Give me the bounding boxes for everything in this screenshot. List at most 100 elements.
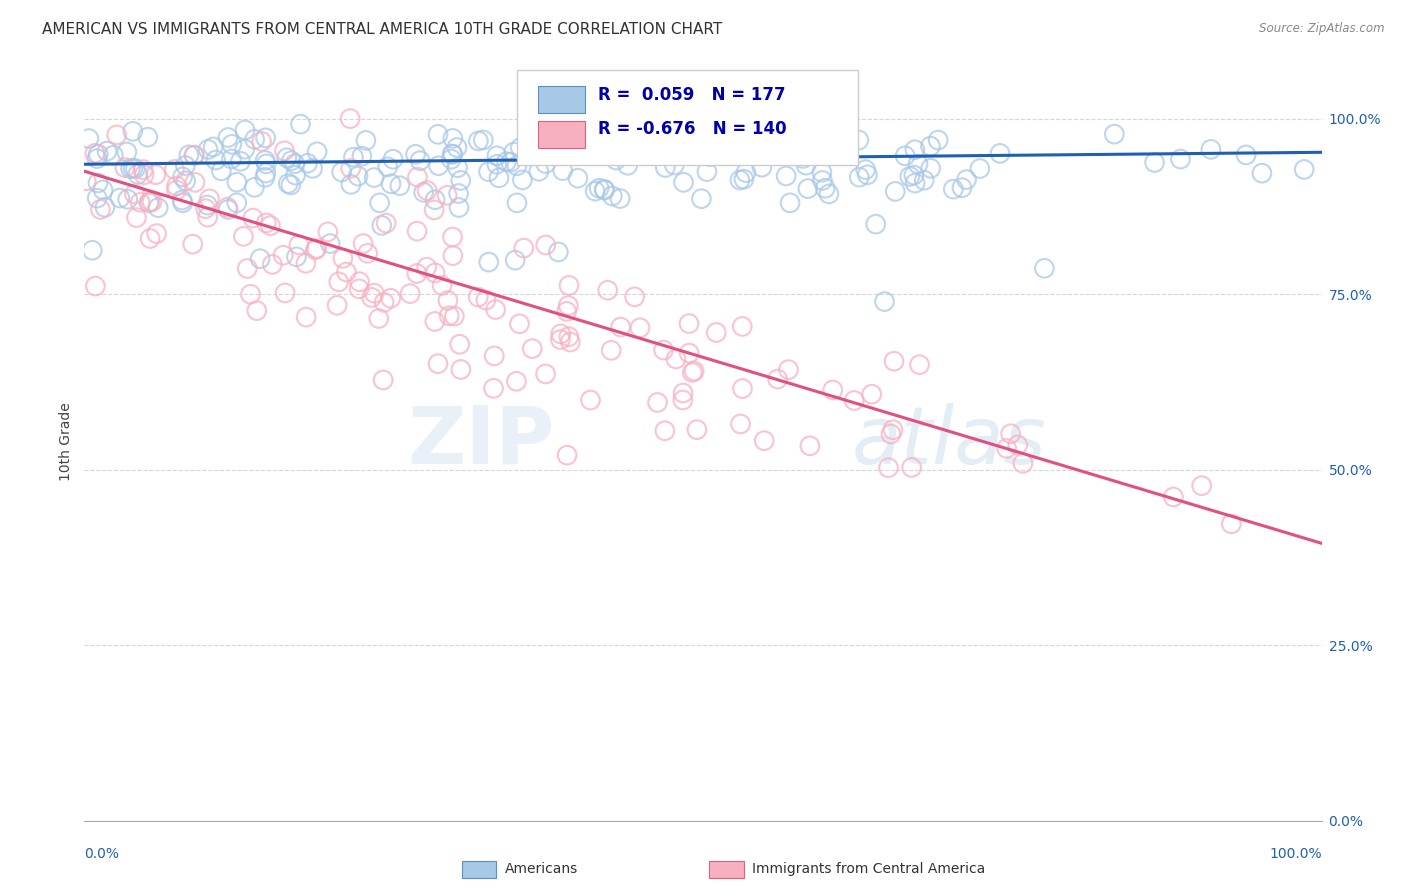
Point: [647, 395, 669, 409]
Point: [139, 231, 162, 245]
Point: [441, 147, 464, 161]
Point: [184, 175, 207, 189]
Point: [550, 326, 572, 341]
Point: [495, 154, 517, 169]
Point: [550, 333, 572, 347]
Point: [120, 161, 142, 176]
Point: [436, 188, 458, 202]
Point: [609, 320, 631, 334]
Point: [172, 195, 194, 210]
Point: [217, 202, 239, 217]
Point: [87, 147, 110, 161]
Point: [1000, 426, 1022, 441]
Point: [877, 460, 900, 475]
Point: [145, 227, 167, 241]
Point: [865, 217, 887, 231]
Point: [551, 163, 574, 178]
Text: R =  0.059   N = 177: R = 0.059 N = 177: [598, 86, 786, 103]
Point: [335, 265, 357, 279]
Point: [145, 168, 167, 182]
Point: [733, 172, 755, 186]
Point: [527, 164, 550, 178]
Point: [198, 192, 221, 206]
Point: [77, 131, 100, 145]
Point: [254, 131, 277, 145]
Point: [475, 293, 498, 307]
Point: [290, 117, 312, 131]
Y-axis label: 10th Grade: 10th Grade: [59, 402, 73, 481]
Point: [534, 156, 557, 170]
Point: [86, 152, 108, 166]
Point: [652, 343, 675, 357]
Point: [307, 145, 329, 159]
Point: [301, 161, 323, 176]
Point: [423, 314, 446, 328]
Point: [811, 165, 834, 179]
Point: [124, 161, 146, 176]
Point: [567, 171, 589, 186]
Text: 100.0%: 100.0%: [1270, 847, 1322, 861]
Point: [443, 309, 465, 323]
Point: [503, 253, 526, 268]
Point: [904, 143, 927, 157]
Point: [271, 248, 294, 262]
Point: [430, 278, 453, 293]
Point: [672, 386, 695, 401]
Point: [920, 161, 942, 176]
Point: [988, 146, 1011, 161]
Point: [758, 146, 780, 161]
Point: [349, 275, 371, 289]
Point: [217, 200, 239, 214]
Point: [904, 176, 927, 190]
FancyBboxPatch shape: [517, 70, 858, 165]
Point: [484, 349, 506, 363]
Text: atlas: atlas: [852, 402, 1046, 481]
Point: [103, 148, 125, 162]
Point: [437, 293, 460, 308]
Point: [94, 200, 117, 214]
Point: [354, 133, 377, 147]
Point: [125, 211, 148, 225]
Point: [363, 286, 385, 301]
Point: [848, 133, 870, 147]
Point: [818, 186, 841, 201]
Text: Source: ZipAtlas.com: Source: ZipAtlas.com: [1260, 22, 1385, 36]
Point: [87, 176, 110, 190]
Point: [855, 162, 877, 177]
Point: [166, 183, 188, 197]
Point: [233, 142, 256, 156]
Point: [423, 266, 446, 280]
Point: [485, 157, 508, 171]
Point: [225, 175, 247, 189]
Point: [860, 387, 883, 401]
Point: [217, 130, 239, 145]
Point: [751, 160, 773, 174]
Point: [731, 382, 754, 396]
Text: AMERICAN VS IMMIGRANTS FROM CENTRAL AMERICA 10TH GRADE CORRELATION CHART: AMERICAN VS IMMIGRANTS FROM CENTRAL AMER…: [42, 22, 723, 37]
Point: [1104, 127, 1126, 141]
Point: [202, 140, 225, 154]
Point: [121, 124, 143, 138]
Point: [250, 135, 273, 149]
Point: [406, 170, 429, 185]
Point: [377, 160, 399, 174]
Point: [555, 448, 578, 462]
Text: Americans: Americans: [505, 863, 578, 876]
Point: [593, 182, 616, 196]
Point: [305, 242, 328, 256]
Point: [232, 229, 254, 244]
Point: [360, 290, 382, 304]
Point: [91, 183, 114, 197]
Point: [903, 168, 925, 182]
Point: [89, 202, 111, 217]
Point: [96, 144, 118, 158]
Point: [84, 146, 107, 161]
Point: [446, 140, 468, 154]
Point: [382, 152, 405, 166]
Point: [136, 130, 159, 145]
Point: [441, 249, 464, 263]
Point: [254, 216, 277, 230]
Point: [754, 434, 776, 448]
Point: [114, 161, 136, 175]
Point: [678, 346, 700, 360]
